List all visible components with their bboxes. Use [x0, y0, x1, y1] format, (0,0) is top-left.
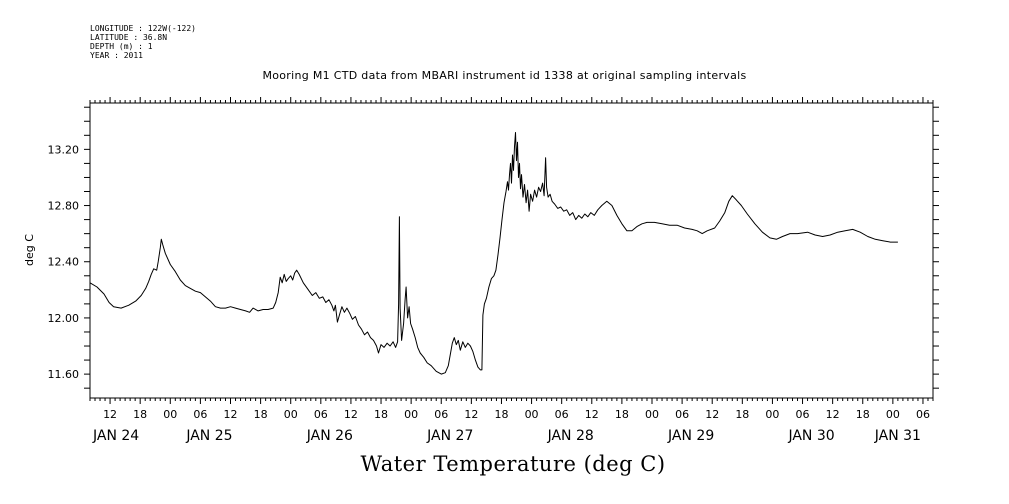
y-tick-label: 12.80 — [48, 200, 80, 213]
y-tick-label: 12.40 — [48, 256, 80, 269]
day-label: JAN 28 — [547, 428, 594, 444]
x-tick-label: 12 — [344, 408, 358, 421]
x-tick-label: 00 — [765, 408, 779, 421]
x-tick-label: 18 — [374, 408, 388, 421]
y-tick-label: 13.20 — [48, 143, 80, 156]
longitude-label: LONGITUDE : 122W(-122) — [90, 24, 196, 33]
x-tick-label: 00 — [284, 408, 298, 421]
day-label: JAN 27 — [426, 428, 473, 444]
day-label: JAN 31 — [874, 428, 921, 444]
x-tick-label: 18 — [133, 408, 147, 421]
x-tick-label: 06 — [193, 408, 207, 421]
x-tick-label: 18 — [494, 408, 508, 421]
chart-title: Mooring M1 CTD data from MBARI instrumen… — [262, 69, 747, 82]
x-tick-label: 12 — [224, 408, 238, 421]
x-axis-title: Water Temperature (deg C) — [360, 452, 666, 476]
x-tick-label: 12 — [705, 408, 719, 421]
x-tick-label: 06 — [434, 408, 448, 421]
y-tick-label: 12.00 — [48, 312, 80, 325]
x-tick-label: 12 — [826, 408, 840, 421]
x-tick-label: 06 — [916, 408, 930, 421]
x-tick-label: 00 — [163, 408, 177, 421]
day-label: JAN 24 — [92, 428, 139, 444]
x-tick-label: 18 — [856, 408, 870, 421]
x-tick-label: 00 — [886, 408, 900, 421]
plot-frame — [89, 102, 934, 399]
day-label: JAN 29 — [667, 428, 714, 444]
temperature-series-line — [89, 132, 898, 375]
x-tick-label: 18 — [615, 408, 629, 421]
x-tick-label: 18 — [735, 408, 749, 421]
x-tick-label: 00 — [525, 408, 539, 421]
x-tick-label: 06 — [555, 408, 569, 421]
x-tick-label: 18 — [254, 408, 268, 421]
day-label: JAN 30 — [787, 428, 834, 444]
x-tick-label: 06 — [314, 408, 328, 421]
depth-label: DEPTH (m) : 1 — [90, 42, 153, 51]
latitude-label: LATITUDE : 36.8N — [90, 33, 168, 42]
x-tick-label: 06 — [796, 408, 810, 421]
year-label: YEAR : 2011 — [90, 51, 143, 60]
y-axis-label: deg C — [23, 234, 36, 266]
x-tick-label: 00 — [404, 408, 418, 421]
day-label: JAN 25 — [185, 428, 232, 444]
x-tick-label: 12 — [585, 408, 599, 421]
day-label: JAN 26 — [306, 428, 353, 444]
x-tick-label: 12 — [464, 408, 478, 421]
x-tick-label: 12 — [103, 408, 117, 421]
x-tick-label: 06 — [675, 408, 689, 421]
x-tick-label: 00 — [645, 408, 659, 421]
y-tick-label: 11.60 — [48, 368, 80, 381]
